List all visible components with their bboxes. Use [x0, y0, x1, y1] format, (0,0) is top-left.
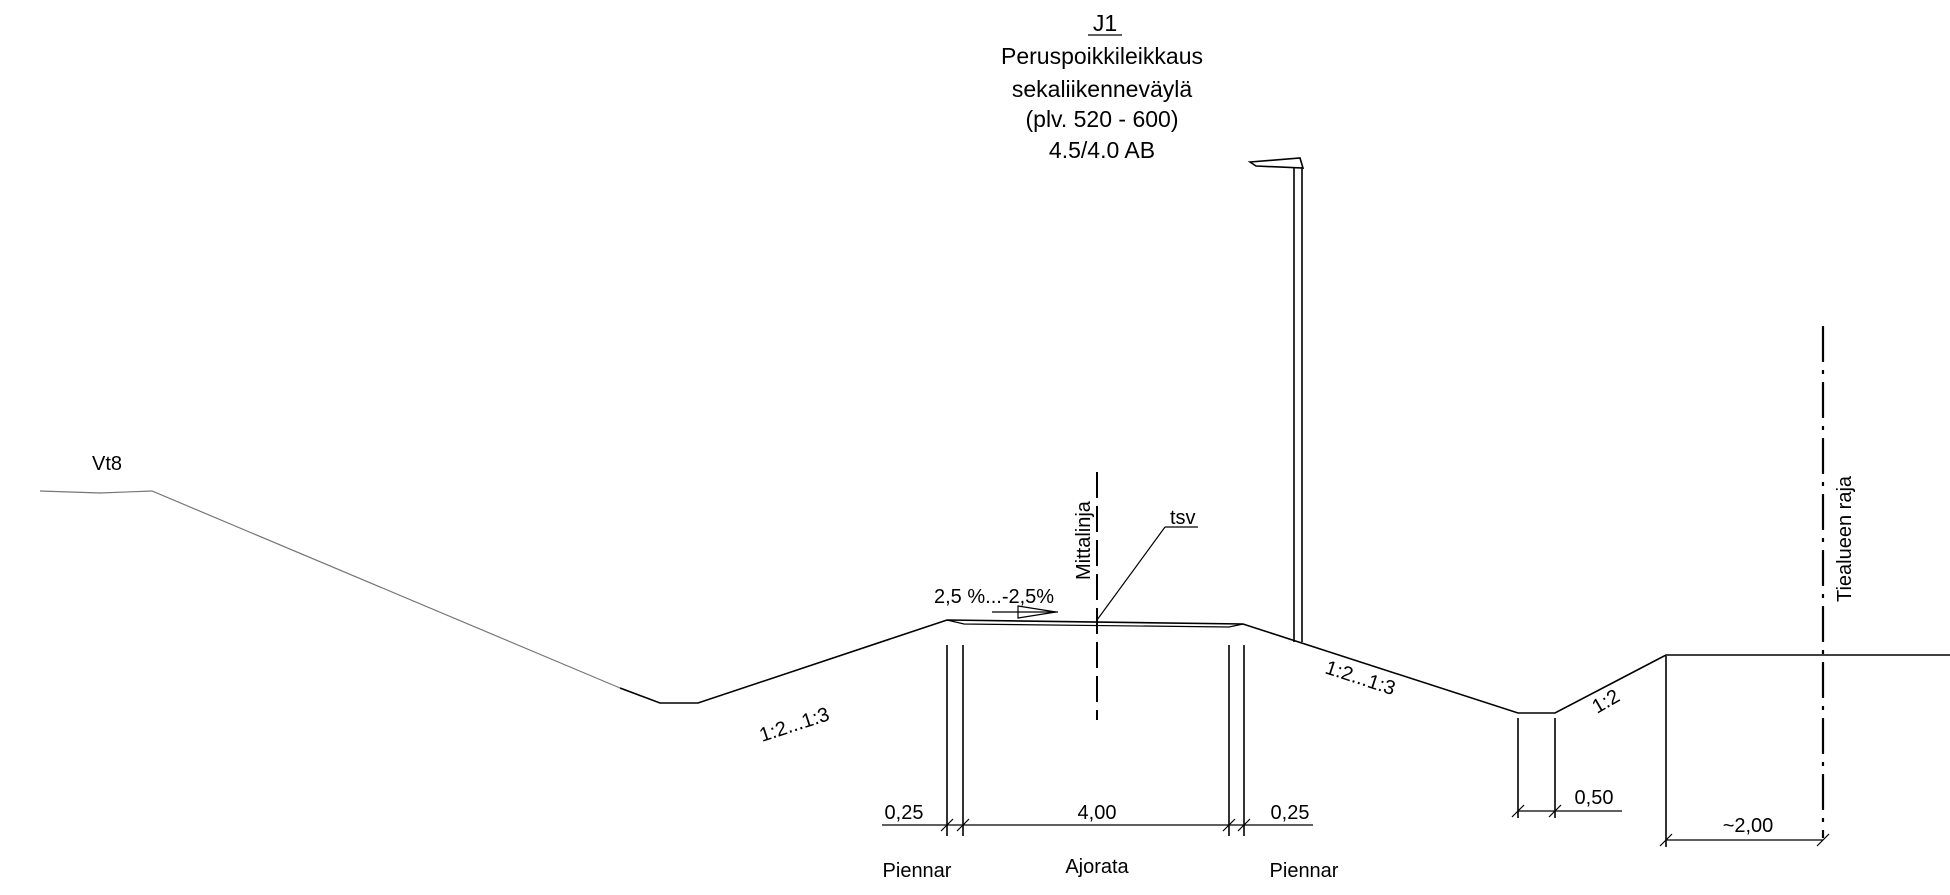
- road-label: Vt8: [92, 453, 122, 475]
- centerline-label: Mittalinja: [1073, 500, 1095, 580]
- slope-label-ditch: 1:2: [1589, 685, 1624, 718]
- dim-carriageway: 4,00: [1078, 802, 1117, 824]
- existing-ground-line: [39, 490, 621, 689]
- title-line-2: sekaliikenneväylä: [1012, 76, 1192, 102]
- label-shoulder-left: Piennar: [883, 860, 952, 882]
- dim-ditch-bottom: 0,50: [1575, 787, 1614, 809]
- label-carriageway: Ajorata: [1065, 856, 1129, 878]
- dim-boundary-offset: ~2,00: [1723, 815, 1774, 837]
- dimension-line-ditch: [1511, 804, 1622, 818]
- title-line-1: Peruspoikkileikkaus: [1001, 43, 1203, 69]
- slope-label-left: 1:2...1:3: [757, 703, 833, 746]
- title-block: J1 Peruspoikkileikkaus sekaliikenneväylä…: [1001, 10, 1203, 163]
- street-light: [1247, 157, 1305, 642]
- tsv-leader: [1096, 526, 1198, 621]
- title-line-4: 4.5/4.0 AB: [1049, 137, 1155, 163]
- boundary-label: Tiealueen raja: [1834, 475, 1856, 602]
- slope-label-right: 1:2...1:3: [1322, 657, 1398, 700]
- section-code: J1: [1093, 10, 1117, 36]
- title-line-3: (plv. 520 - 600): [1026, 106, 1179, 132]
- dimension-line-road: [882, 818, 1313, 832]
- crossfall-label: 2,5 %...-2,5%: [934, 586, 1054, 608]
- dim-shoulder-right: 0,25: [1271, 802, 1310, 824]
- terrain-profile: [619, 619, 1950, 714]
- dimension-extension-lines: [946, 645, 1667, 847]
- label-shoulder-right: Piennar: [1270, 860, 1339, 882]
- crossfall-arrow: [992, 605, 1058, 619]
- tsv-label: tsv: [1170, 507, 1196, 529]
- dim-shoulder-left: 0,25: [885, 802, 924, 824]
- dimension-line-boundary: [1659, 833, 1830, 847]
